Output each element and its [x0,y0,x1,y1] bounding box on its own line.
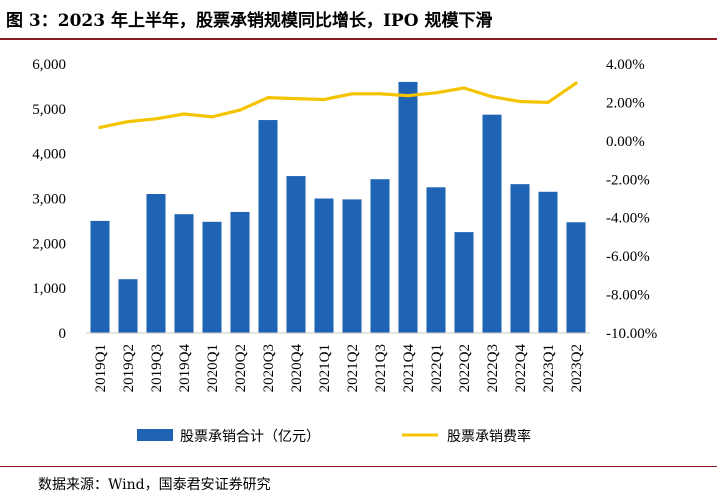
fee-rate-line [98,81,578,130]
fee-rate-point-2020Q3 [266,96,270,100]
bar-2021Q2 [342,199,362,333]
right-tick-label: 0.00% [606,134,645,150]
fee-rate-point-2021Q1 [322,97,326,102]
fee-rate-point-2019Q3 [154,117,158,121]
bar-2019Q2 [118,279,138,333]
x-tick-label: 2019Q2 [121,344,137,392]
x-tick-label: 2022Q1 [429,344,445,392]
bar-2022Q1 [426,187,446,333]
fee-rate-point-2023Q2 [574,81,578,85]
bar-2023Q1 [538,191,558,333]
bar-2023Q2 [566,222,586,333]
bar-series [90,81,586,334]
fee-rate-point-2022Q2 [462,86,466,90]
fee-rate-point-2020Q1 [210,115,214,119]
legend-label-bar: 股票承销合计（亿元） [180,429,320,445]
x-axis-ticks: 2019Q1 2019Q2 2019Q3 2019Q4 2020Q1 2020Q2 2020… [93,344,585,393]
left-tick-label: 3,000 [32,192,66,208]
fee-rate-point-2022Q1 [434,91,438,95]
fee-rate-point-2022Q3 [490,95,494,99]
right-tick-label: -4.00% [606,211,650,227]
bar-2021Q1 [314,198,334,333]
x-tick-label: 2021Q4 [401,344,417,393]
right-tick-label: -8.00% [606,288,650,304]
left-tick-label: 6,000 [32,57,66,73]
x-tick-label: 2019Q1 [93,344,109,392]
bar-2019Q1 [90,220,110,333]
x-tick-label: 2022Q2 [457,344,473,392]
bar-2020Q4 [286,176,306,333]
bar-2022Q2 [454,232,474,333]
right-tick-label: -2.00% [606,172,650,188]
bar-2020Q1 [202,221,222,333]
legend-swatch-bar [137,429,173,441]
fee-rate-series [98,81,578,130]
right-tick-label: 4.00% [606,57,645,73]
bar-2020Q2 [230,211,250,333]
x-tick-label: 2021Q3 [373,344,389,392]
left-tick-label: 2,000 [32,236,66,252]
fee-rate-point-2020Q4 [294,96,298,101]
title-divider [0,38,717,40]
bar-2019Q3 [146,194,166,333]
x-tick-label: 2020Q3 [261,344,277,392]
legend-label-line: 股票承销费率 [447,428,531,445]
x-tick-label: 2023Q2 [569,344,585,392]
x-tick-label: 2020Q2 [233,344,249,392]
x-tick-label: 2020Q1 [205,344,221,392]
chart-title: 图 3：2023 年上半年，股票承销规模同比增长，IPO 规模下滑 [6,11,493,31]
x-tick-label: 2019Q3 [149,344,165,392]
fee-rate-point-2022Q4 [518,99,522,104]
left-axis-ticks: 0 1,000 2,000 3,000 4,000 5,000 6,000 [32,57,66,342]
x-tick-label: 2023Q1 [541,344,557,392]
x-tick-label: 2021Q1 [317,344,333,392]
left-tick-label: 0 [59,326,67,342]
fee-rate-point-2021Q4 [406,94,410,98]
x-tick-label: 2020Q4 [289,344,305,393]
left-tick-label: 4,000 [32,147,66,163]
source-note: 数据来源：Wind，国泰君安证券研究 [38,477,271,493]
fee-rate-point-2023Q1 [546,100,550,105]
left-tick-label: 1,000 [32,281,66,297]
fee-rate-point-2021Q3 [378,92,382,96]
fee-rate-point-2020Q2 [238,108,242,112]
x-tick-label: 2021Q2 [345,344,361,392]
bar-2022Q3 [482,114,502,333]
fee-rate-point-2021Q2 [350,92,354,96]
bar-2020Q3 [258,120,278,334]
x-tick-label: 2019Q4 [177,344,193,393]
bar-2021Q3 [370,179,390,333]
x-tick-label: 2022Q4 [513,344,529,393]
bar-2019Q4 [174,214,194,333]
fee-rate-point-2019Q1 [98,125,102,130]
bar-2022Q4 [510,184,530,333]
legend: 股票承销合计（亿元） 股票承销费率 [137,428,531,445]
fee-rate-point-2019Q4 [182,112,186,116]
left-tick-label: 5,000 [32,102,66,118]
right-tick-label: 2.00% [606,95,645,111]
x-tick-label: 2022Q3 [485,344,501,392]
footer-divider [0,466,717,467]
right-tick-label: -6.00% [606,249,650,265]
fee-rate-point-2019Q2 [126,120,130,124]
right-axis-ticks: -10.00% -8.00% -6.00% -4.00% -2.00% 0.00% 2.00… [606,57,657,342]
right-tick-label: -10.00% [606,326,657,342]
bar-2021Q4 [398,81,418,333]
